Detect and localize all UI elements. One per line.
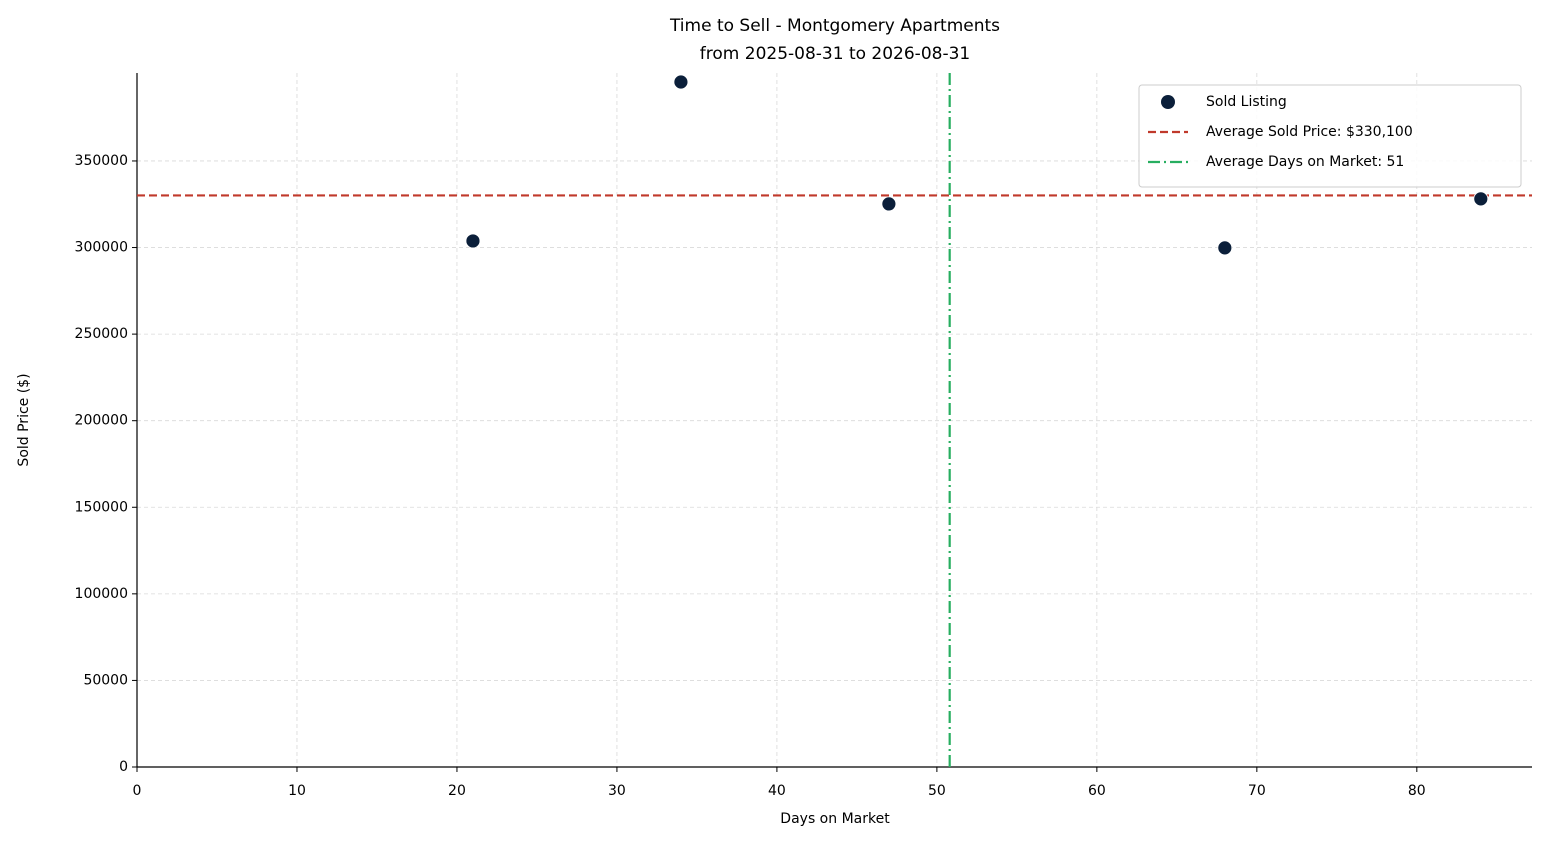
y-tick-label: 300000	[75, 240, 128, 256]
x-tick-label: 40	[768, 783, 786, 799]
chart-subtitle: from 2025-08-31 to 2026-08-31	[700, 44, 970, 64]
y-axis-label: Sold Price ($)	[16, 373, 32, 466]
chart-title: Time to Sell - Montgomery Apartments	[669, 16, 1000, 36]
y-tick-label: 200000	[75, 413, 128, 429]
y-tick-label: 100000	[75, 586, 128, 602]
point	[673, 74, 689, 90]
point	[881, 196, 897, 212]
legend-label: Sold Listing	[1206, 94, 1287, 110]
x-tick-label: 80	[1408, 783, 1426, 799]
x-tick-label: 30	[608, 783, 626, 799]
x-tick-label: 10	[288, 783, 306, 799]
point	[465, 233, 481, 249]
legend-label: Average Sold Price: $330,100	[1206, 124, 1413, 140]
x-tick-label: 50	[928, 783, 946, 799]
y-tick-label: 250000	[75, 326, 128, 342]
legend-box	[1138, 84, 1522, 188]
legend-marker	[1161, 95, 1175, 109]
x-tick-label: 70	[1248, 783, 1266, 799]
point	[1473, 191, 1489, 207]
y-tick-label: 350000	[75, 153, 128, 169]
y-tick-label: 50000	[83, 672, 128, 688]
x-tick-label: 20	[448, 783, 466, 799]
y-tick-label: 150000	[75, 499, 128, 515]
y-tick-label: 0	[119, 759, 128, 775]
point	[1217, 240, 1233, 256]
legend-label: Average Days on Market: 51	[1206, 154, 1404, 170]
x-tick-label: 0	[133, 783, 142, 799]
x-tick-label: 60	[1088, 783, 1106, 799]
x-axis-label: Days on Market	[780, 811, 890, 827]
